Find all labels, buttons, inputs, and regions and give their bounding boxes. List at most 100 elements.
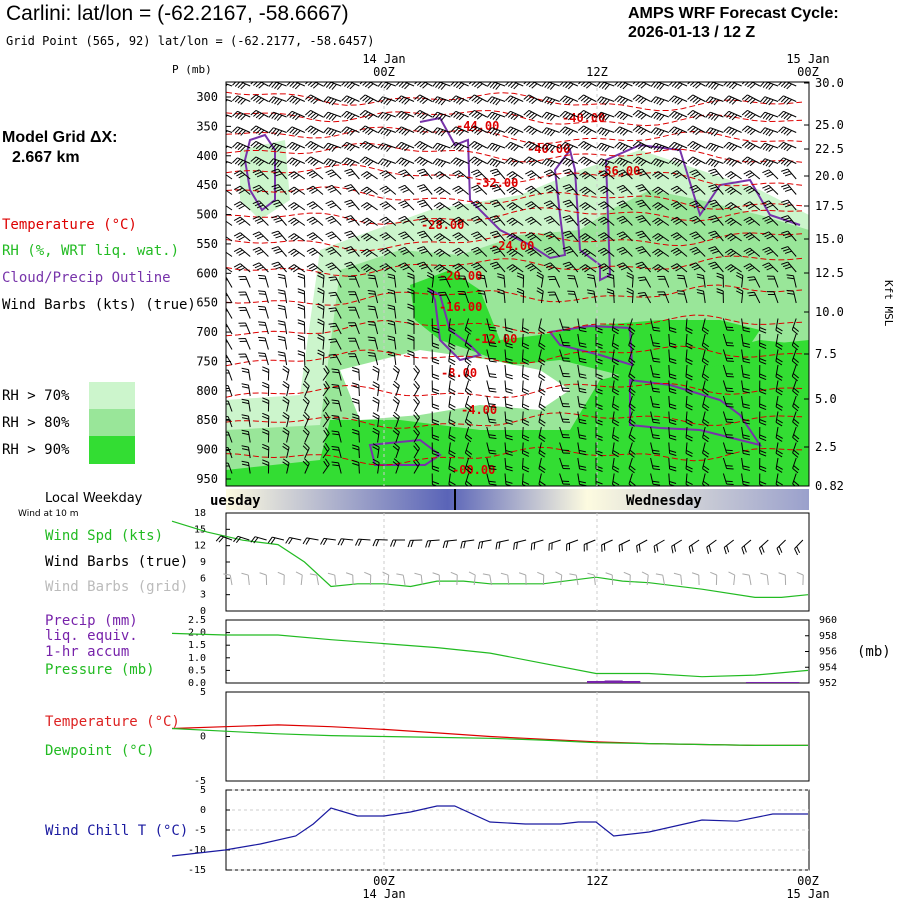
barb-shaft <box>350 261 360 273</box>
barb-shaft <box>413 448 420 459</box>
wind-barb <box>497 288 506 304</box>
grid-wind-barb <box>587 572 596 586</box>
barb-flag <box>640 83 647 89</box>
wind-barb <box>288 233 306 242</box>
barb-shaft <box>611 411 615 423</box>
barb-flag <box>331 161 337 168</box>
wind-barb <box>685 349 693 365</box>
wind-barb <box>616 246 633 257</box>
barb-flag <box>743 390 751 394</box>
barb-flag <box>275 204 283 208</box>
barb-flag <box>473 202 480 207</box>
barb-flag <box>510 144 517 151</box>
wind-barb <box>670 185 688 195</box>
barb-flag <box>489 246 497 250</box>
barb-shaft <box>741 473 744 485</box>
barb-flag <box>669 342 677 346</box>
barb-shaft <box>650 333 654 346</box>
barb-shaft <box>507 575 510 586</box>
barb-shaft <box>674 110 688 118</box>
barb-shaft <box>538 411 542 423</box>
barb-shaft <box>284 322 288 335</box>
barb-flag <box>621 543 623 551</box>
barb-flag <box>404 145 410 152</box>
barb-flag <box>538 406 546 412</box>
wind-barb <box>379 216 397 226</box>
barb-flag <box>258 274 266 277</box>
barb-flag <box>547 129 553 136</box>
height-tick-label: 7.5 <box>815 347 837 361</box>
barb-shaft <box>585 171 597 180</box>
wind-barb <box>468 109 488 120</box>
barb-shaft <box>448 473 451 485</box>
barb-shaft <box>503 275 506 288</box>
barb-flag <box>407 303 415 307</box>
wind-barb <box>238 353 251 366</box>
barb-shaft <box>239 216 251 226</box>
wind-barb <box>716 272 724 288</box>
wind-barb <box>277 335 288 350</box>
barb-flag <box>258 305 266 308</box>
wind-barb <box>486 380 497 393</box>
barb-flag <box>253 95 260 102</box>
barb-flag <box>262 381 269 386</box>
barb-flag <box>669 329 677 333</box>
barb-flag <box>254 202 262 207</box>
barb-flag <box>536 271 544 277</box>
barb-flag <box>612 480 620 486</box>
wind-barb <box>325 215 342 226</box>
barb-flag <box>273 201 281 206</box>
barb-flag <box>432 342 440 346</box>
wind-barb <box>348 337 360 350</box>
barb-flag <box>712 250 720 254</box>
wind-barb <box>450 126 469 136</box>
wind-barb <box>322 380 330 397</box>
barb-flag <box>640 160 647 167</box>
barb-flag <box>612 345 619 350</box>
wind-barb <box>433 186 451 195</box>
barb-flag <box>226 323 227 325</box>
barb-flag <box>416 126 423 133</box>
barb-flag <box>685 406 693 411</box>
barb-shaft <box>583 140 597 149</box>
barb-flag <box>562 112 569 118</box>
wind-barb <box>685 395 693 411</box>
barb-flag <box>617 158 623 165</box>
barb-flag <box>505 483 513 486</box>
barb-flag <box>276 145 283 152</box>
barb-shaft <box>747 94 761 102</box>
wind-barb <box>306 247 324 257</box>
barb-flag <box>407 337 415 341</box>
barb-flag <box>710 98 717 105</box>
barb-shaft <box>247 575 250 586</box>
barb-flag <box>585 98 592 105</box>
barb-flag <box>775 360 783 366</box>
wind-barb <box>724 202 742 211</box>
barb-flag <box>292 174 300 180</box>
barb-flag <box>387 335 395 339</box>
barb-flag <box>695 83 702 89</box>
barb-shaft <box>512 217 524 226</box>
barb-flag <box>712 219 720 223</box>
grid-wind-barb <box>778 572 787 586</box>
barb-flag <box>274 144 280 151</box>
barb-shaft <box>722 333 728 346</box>
barb-flag <box>505 141 511 148</box>
wind-barb <box>379 170 397 180</box>
barb-shaft <box>650 364 654 377</box>
barb-flag <box>525 232 532 237</box>
wind-barb <box>431 442 440 457</box>
barb-flag <box>747 159 754 165</box>
barb-flag <box>736 290 743 295</box>
barb-flag <box>325 128 332 135</box>
barb-flag <box>471 82 477 86</box>
barb-shaft <box>766 575 769 586</box>
barb-shaft <box>600 127 615 133</box>
barb-flag <box>380 97 386 104</box>
barb-flag <box>618 233 626 238</box>
barb-flag <box>543 184 551 189</box>
barb-flag <box>325 184 333 189</box>
wind-barb <box>759 318 767 334</box>
barb-shaft <box>385 170 397 180</box>
wind-barb <box>468 156 488 167</box>
